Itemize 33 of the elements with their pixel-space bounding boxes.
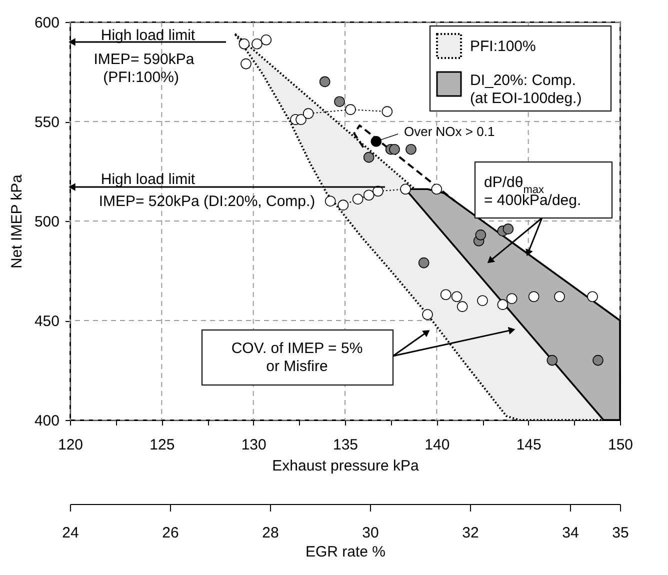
x-tick-label: 150 <box>608 436 634 454</box>
x-tick-label: 145 <box>516 436 542 454</box>
annotation: = 400kPa/deg. <box>484 192 582 209</box>
annotation: COV. of IMEP = 5% <box>231 340 363 357</box>
y-tick-label: 550 <box>34 114 60 131</box>
x-tick-label: 125 <box>150 436 175 454</box>
x-tick-label: 140 <box>424 436 450 454</box>
x2-tick-label: 24 <box>62 524 79 542</box>
annotation: IMEP= 520kPa (DI:20%, Comp.) <box>98 193 316 210</box>
y-tick-label: 500 <box>34 214 60 230</box>
x2-tick-label: 30 <box>362 524 379 542</box>
x2-axis-title: EGR rate % <box>305 544 386 560</box>
x-tick-label: 130 <box>241 436 266 454</box>
y-axis-title: Net IMEP kPa <box>8 174 26 268</box>
x2-tick-label: 32 <box>462 524 479 542</box>
x2-tick-label: 26 <box>162 524 179 542</box>
legend-label: DI_20%: Comp. (at EOI-100deg.) <box>470 72 582 107</box>
y-tick-label: 450 <box>34 313 60 330</box>
annotation: High load limit <box>100 171 196 188</box>
x-tick-label: 120 <box>58 436 84 454</box>
x2-tick-label: 34 <box>562 524 579 542</box>
annotation: IMEP= 590kPa <box>94 51 195 68</box>
legend-label: PFI:100% <box>470 38 536 55</box>
y-tick-label: 600 <box>34 14 60 32</box>
annotation: (PFI:100%) <box>103 69 179 86</box>
annotation: High load limit <box>100 27 196 44</box>
x-axis-title: Exhaust pressure kPa <box>272 458 420 474</box>
annotation: Over NOx > 0.1 <box>404 124 495 139</box>
x2-tick-label: 35 <box>612 524 629 542</box>
y-tick-label: 400 <box>34 412 60 430</box>
x2-tick-label: 28 <box>262 524 279 542</box>
annotation: or Misfire <box>266 358 328 375</box>
x-tick-label: 135 <box>332 436 358 454</box>
